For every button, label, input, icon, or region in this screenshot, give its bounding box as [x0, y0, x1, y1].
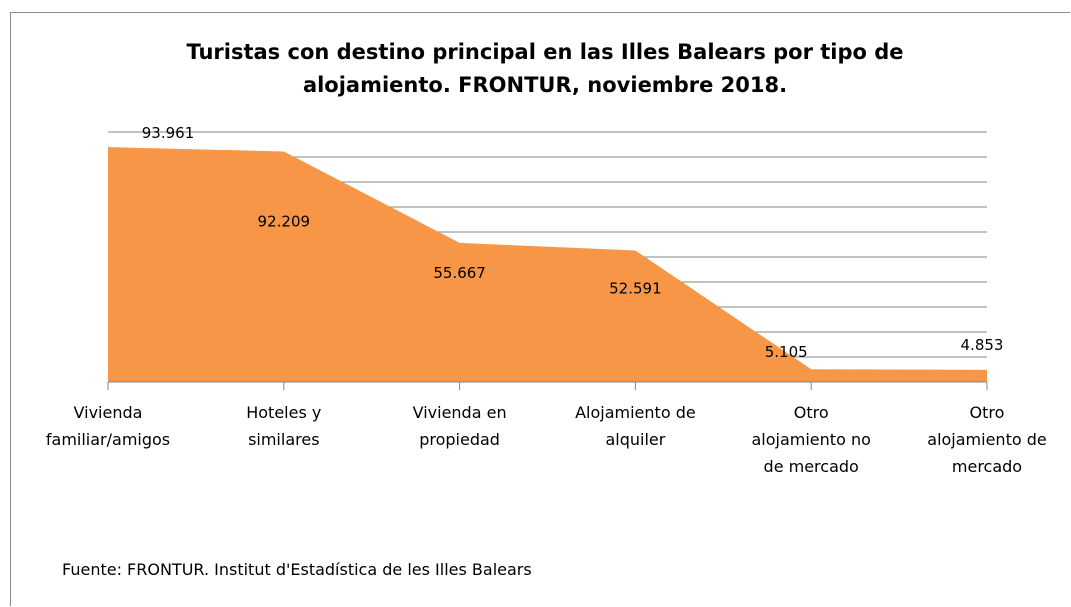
x-tick-label: Otro alojamiento de mercado — [927, 403, 1047, 476]
x-tick-label: Hoteles y similares — [246, 403, 322, 449]
x-tick-label: Alojamiento de alquiler — [575, 403, 696, 449]
value-label: 5.105 — [765, 343, 808, 361]
source-note: Fuente: FRONTUR. Institut d'Estadística … — [62, 560, 532, 579]
value-label: 52.591 — [609, 280, 662, 298]
x-tick-label: Vivienda en propiedad — [412, 403, 507, 449]
area — [108, 147, 987, 382]
x-tick-label: Vivienda familiar/amigos — [45, 403, 171, 449]
value-label: 4.853 — [961, 336, 1004, 354]
value-label: 93.961 — [142, 124, 195, 142]
value-label: 92.209 — [258, 212, 311, 230]
chart-title: Turistas con destino principal en las Il… — [186, 40, 904, 97]
x-tick-label: Otro alojamiento no de mercado — [751, 403, 871, 476]
chart-frame — [10, 12, 1070, 606]
value-label: 55.667 — [433, 264, 486, 282]
